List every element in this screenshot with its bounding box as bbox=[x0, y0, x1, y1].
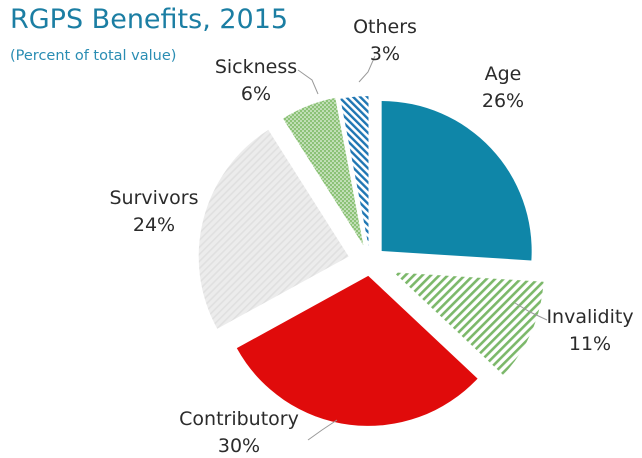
slice-percent-invalidity: 11% bbox=[569, 333, 611, 355]
slice-label-survivors: Survivors bbox=[109, 187, 198, 209]
slice-percent-sickness: 6% bbox=[241, 83, 271, 105]
pie-slice-contributory bbox=[236, 275, 478, 426]
pie-slice-age bbox=[381, 101, 532, 261]
slice-label-contributory: Contributory bbox=[179, 408, 299, 430]
leader-line-contributory bbox=[307, 419, 338, 441]
leader-line-sickness bbox=[297, 69, 319, 95]
leader-line-others bbox=[358, 55, 376, 83]
leader-line-invalidity bbox=[514, 302, 548, 321]
slice-label-sickness: Sickness bbox=[215, 56, 297, 78]
slice-percent-others: 3% bbox=[370, 43, 400, 65]
slice-label-others: Others bbox=[353, 16, 417, 38]
pie-slice-invalidity bbox=[393, 272, 544, 376]
slice-percent-age: 26% bbox=[482, 90, 524, 112]
pie-slice-survivors bbox=[198, 129, 349, 329]
chart-subtitle: (Percent of total value) bbox=[10, 48, 177, 64]
slice-percent-contributory: 30% bbox=[218, 435, 260, 457]
slice-label-age: Age bbox=[485, 63, 522, 85]
slice-label-invalidity: Invalidity bbox=[546, 306, 633, 328]
pie-slice-sickness bbox=[282, 97, 364, 246]
pie-slice-others bbox=[340, 96, 369, 247]
slice-percent-survivors: 24% bbox=[133, 214, 175, 236]
chart-title: RGPS Benefits, 2015 bbox=[10, 4, 289, 35]
